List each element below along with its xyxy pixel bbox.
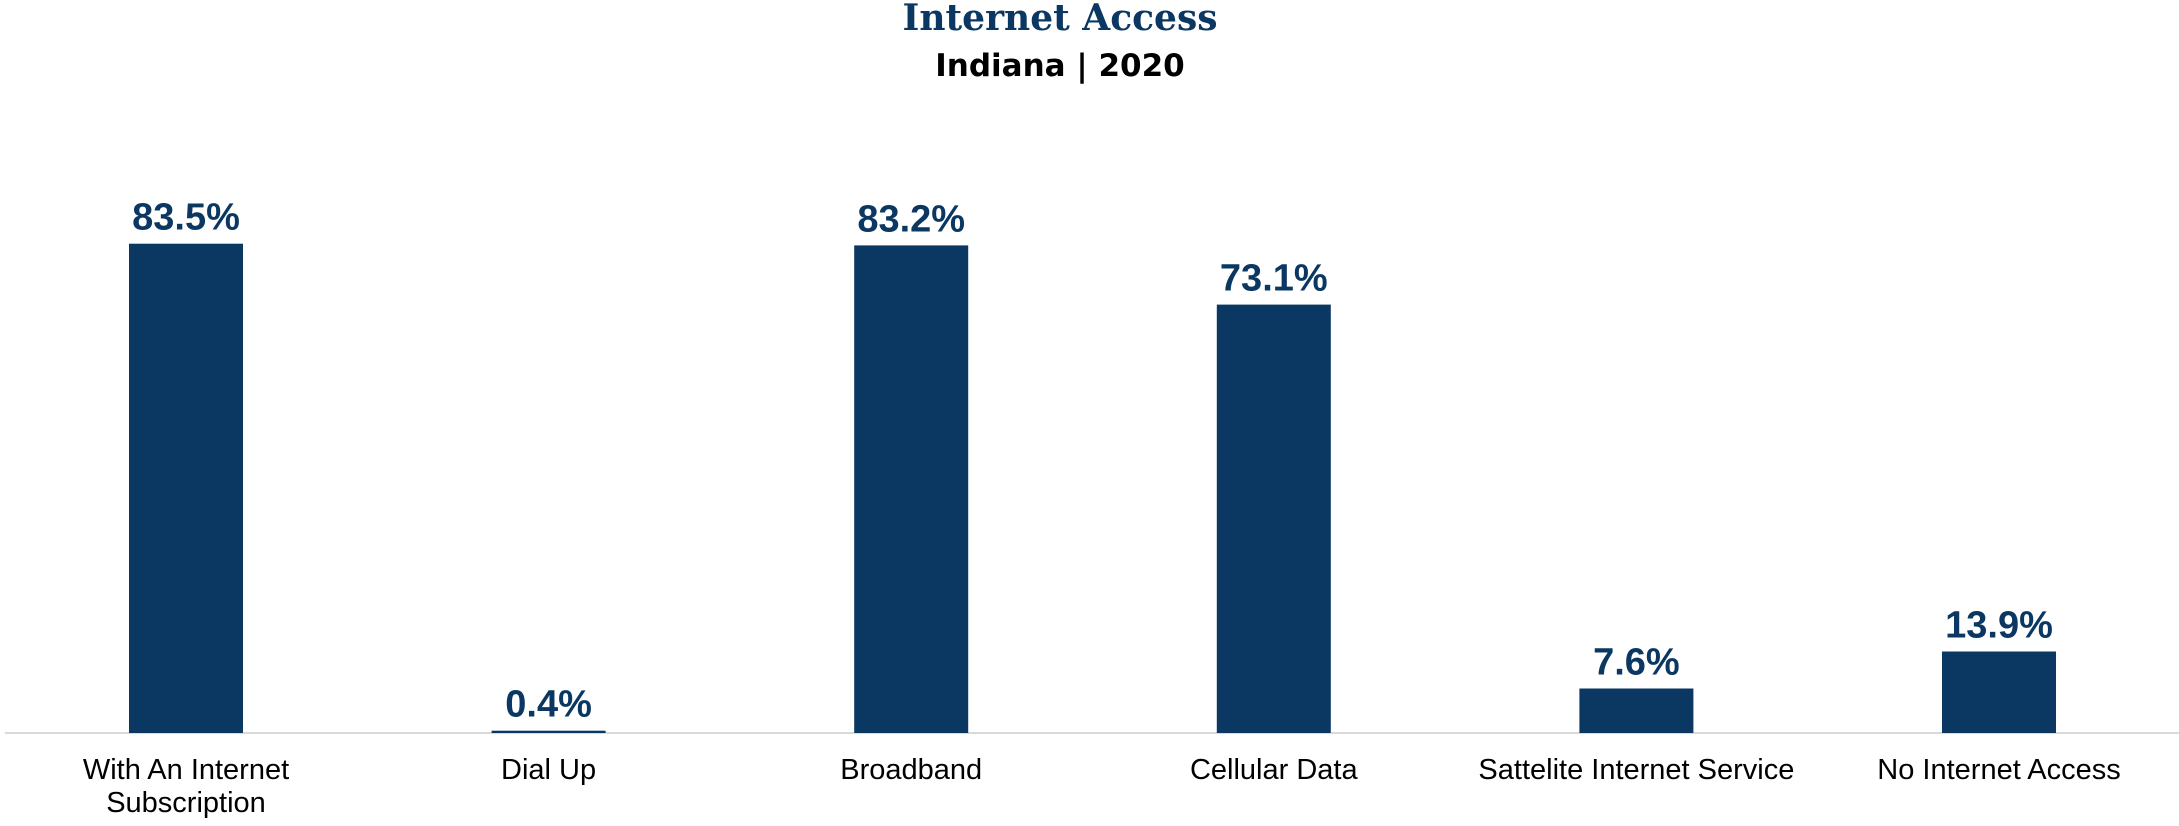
bar-value-label: 13.9% — [1945, 605, 2053, 647]
category-label: No Internet Access — [1877, 754, 2120, 786]
category-label: Dial Up — [501, 754, 596, 786]
bar-value-label: 73.1% — [1220, 258, 1328, 300]
bar — [1579, 688, 1694, 733]
value-labels-layer: 83.5% 0.4% 83.2% 73.1% 7.6% 13.9% — [132, 197, 2053, 726]
category-label: Cellular Data — [1190, 754, 1358, 786]
bar — [1942, 651, 2056, 733]
category-labels-layer: With An Internet Subscription Dial Up Broad… — [83, 754, 2121, 819]
chart-subtitle: Indiana | 2020 — [935, 48, 1185, 84]
bar — [491, 730, 606, 733]
bar-value-label: 83.5% — [132, 197, 240, 239]
chart-title: Internet Access — [903, 0, 1218, 39]
bar — [129, 243, 243, 733]
category-label: Broadband — [840, 754, 982, 786]
category-label: With An Internet Subscription — [83, 754, 289, 819]
bar — [1216, 304, 1331, 733]
bar — [854, 245, 969, 733]
bar-value-label: 7.6% — [1593, 642, 1680, 684]
bar-value-label: 0.4% — [505, 684, 592, 726]
category-label: Sattelite Internet Service — [1478, 754, 1794, 786]
bar-value-label: 83.2% — [857, 198, 965, 240]
bars-layer — [129, 243, 2056, 733]
